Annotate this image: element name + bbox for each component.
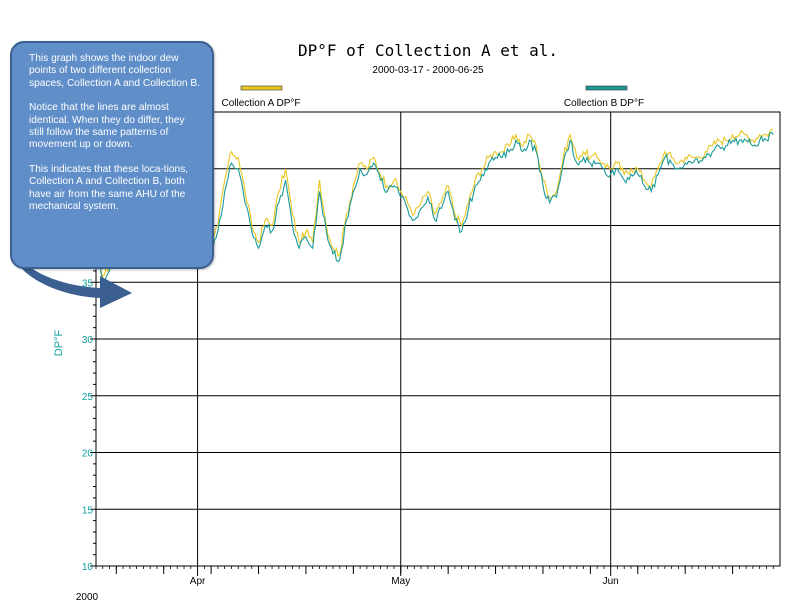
y-tick-label: 10: [82, 562, 94, 573]
callout-arrow-icon: [10, 246, 132, 308]
x-tick-label: Apr: [190, 576, 206, 587]
legend-swatch-collection-a: [240, 85, 283, 91]
annotation-paragraph-2: Notice that the lines are almost identic…: [29, 102, 185, 151]
chart-title: DP°F of Collection A et al.: [298, 41, 558, 60]
y-tick-label: 25: [82, 392, 94, 403]
legend-label-collection-a: Collection A DP°F: [221, 98, 300, 109]
annotation-paragraph-1: This graph shows the indoor dew points o…: [29, 53, 201, 89]
x-axis-year-label: 2000: [76, 592, 99, 603]
x-tick-label: May: [391, 576, 410, 587]
y-tick-label: 20: [82, 449, 94, 460]
chart-subtitle: 2000-03-17 - 2000-06-25: [372, 65, 484, 76]
x-axis: Apr May Jun: [95, 566, 774, 587]
legend-swatch-collection-b: [585, 85, 628, 91]
x-tick-label: Jun: [603, 576, 619, 587]
y-axis-label: DP°F: [53, 330, 65, 357]
legend: Collection A DP°F Collection B DP°F: [221, 85, 644, 109]
annotation-callout: This graph shows the indoor dew points o…: [10, 41, 214, 269]
y-tick-label: 30: [82, 335, 94, 346]
y-tick-label: 15: [82, 505, 94, 516]
legend-label-collection-b: Collection B DP°F: [564, 98, 644, 109]
annotation-paragraph-3: This indicates that these loca-tions, Co…: [29, 163, 189, 213]
y-tick-label: 35: [82, 278, 94, 289]
